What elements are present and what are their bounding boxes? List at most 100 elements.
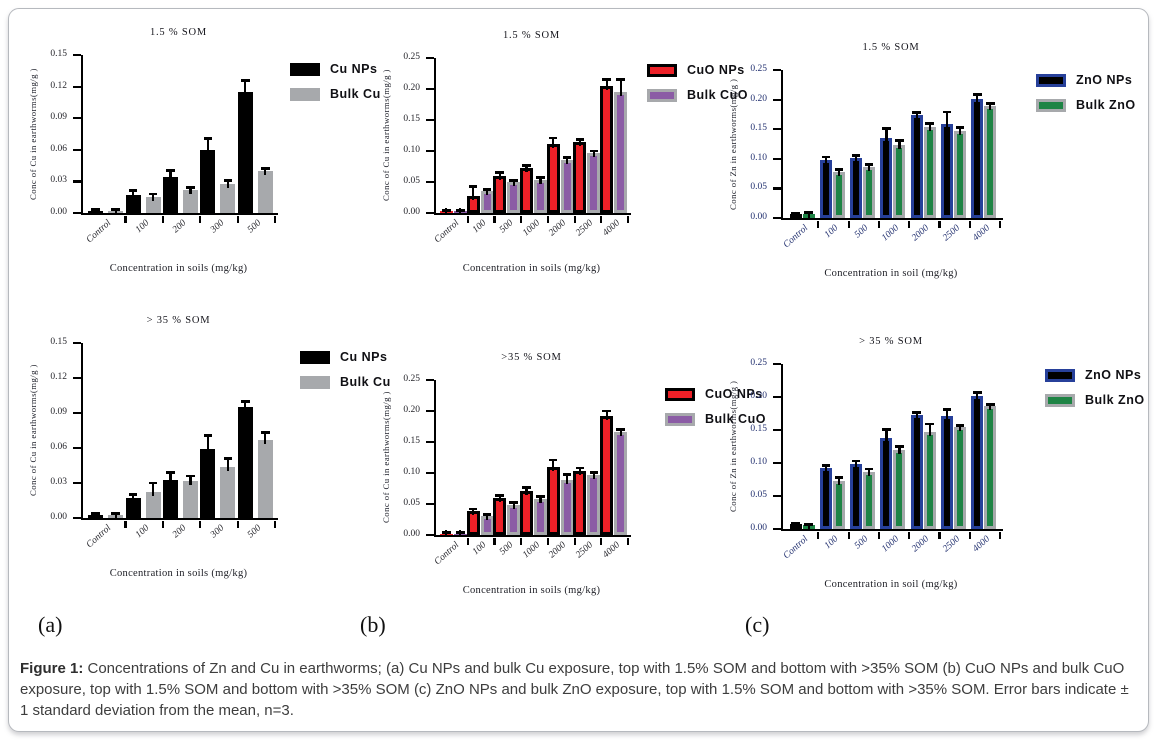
- legend-swatch: [665, 387, 695, 401]
- x-tick-mark: [520, 216, 523, 223]
- x-tick-label: 2000: [547, 540, 569, 561]
- bar-group: [573, 380, 601, 535]
- bar-group: [878, 364, 908, 529]
- legend-label: Bulk ZnO: [1076, 98, 1136, 112]
- x-tick-mark: [908, 532, 911, 539]
- chart-panel-b-top: 1.5 % SOM Conc of Cu in earthworms(mg/g )…: [378, 30, 809, 293]
- chart-title: 1.5 % SOM: [502, 30, 561, 41]
- x-tick-mark: [573, 216, 576, 223]
- error-bar-stem: [837, 477, 840, 485]
- error-bar-cap: [895, 139, 904, 142]
- bar: [533, 179, 547, 213]
- error-bar-cap: [260, 431, 270, 435]
- error-bar-stem: [958, 425, 962, 432]
- y-tick-mark: [426, 88, 434, 91]
- bar: [257, 439, 273, 518]
- error-bar-stem: [94, 512, 97, 518]
- error-bar-stem: [539, 496, 542, 504]
- y-tick-label: 0.05: [403, 176, 420, 186]
- error-bar-stem: [525, 487, 528, 495]
- x-tick-label: 500: [853, 223, 871, 241]
- y-tick-mark: [426, 119, 434, 122]
- x-tick-mark: [600, 538, 603, 545]
- error-bar-cap: [166, 471, 175, 474]
- bar-group: [908, 364, 938, 529]
- error-bar-cap: [522, 486, 531, 490]
- bar: [941, 124, 954, 218]
- error-bar-stem: [512, 180, 515, 186]
- chart-panel-c-top: 1.5 % SOM Conc of Zn in earthworms(mg/g )…: [725, 42, 1157, 298]
- error-bar-cap: [589, 149, 599, 153]
- legend: Cu NPs Bulk Cu: [290, 62, 381, 112]
- bar-group: [546, 58, 574, 213]
- error-bar-cap: [955, 423, 965, 427]
- y-tick-mark: [773, 217, 781, 220]
- y-tick-label: 0.03: [50, 175, 67, 186]
- x-tick-label: Control: [85, 523, 114, 551]
- legend-item: CuO NPs: [665, 387, 766, 401]
- bar: [954, 130, 967, 218]
- error-bar-cap: [834, 476, 844, 479]
- x-tick-label: 2500: [574, 218, 595, 239]
- error-bar-stem: [151, 483, 155, 497]
- y-tick-label: 0.12: [50, 80, 67, 91]
- error-bar-cap: [864, 467, 874, 471]
- bar: [237, 91, 253, 213]
- bar-group: [439, 380, 467, 535]
- y-tick-mark: [773, 157, 781, 160]
- x-tick-label: 100: [133, 218, 152, 236]
- x-tick-label: 500: [246, 523, 264, 541]
- error-bar-cap: [495, 171, 505, 175]
- error-bar-cap: [468, 184, 478, 188]
- y-tick-mark: [73, 482, 81, 485]
- y-tick-label: 0.00: [750, 212, 767, 222]
- bar: [493, 175, 507, 213]
- y-tick-mark: [773, 363, 781, 366]
- x-tick-label: Control: [432, 218, 462, 246]
- bar: [923, 431, 936, 529]
- y-tick-label: 0.25: [750, 358, 767, 368]
- legend-label: Bulk ZnO: [1085, 393, 1145, 407]
- legend-item: ZnO NPs: [1045, 368, 1145, 382]
- x-tick-mark: [817, 532, 820, 539]
- error-bar-cap: [986, 101, 995, 105]
- x-tick-label: 500: [246, 218, 264, 236]
- error-bar-cap: [912, 111, 922, 115]
- error-bar-cap: [791, 522, 800, 526]
- y-tick-label: 0.25: [403, 374, 420, 384]
- legend-label: CuO NPs: [687, 63, 745, 77]
- error-bar-stem: [807, 524, 810, 529]
- bar-group: [878, 70, 908, 218]
- error-bar-cap: [260, 167, 270, 171]
- bar: [125, 498, 141, 518]
- bar: [850, 464, 863, 529]
- error-bar-stem: [976, 392, 979, 401]
- x-tick-label: Control: [432, 540, 462, 568]
- legend: ZnO NPs Bulk ZnO: [1045, 368, 1145, 418]
- legend-item: CuO NPs: [647, 63, 748, 77]
- x-tick-mark: [908, 221, 911, 228]
- x-tick-label: Control: [85, 218, 114, 246]
- x-tick-mark: [199, 521, 202, 528]
- bar: [600, 415, 614, 535]
- y-tick-label: 0.05: [403, 498, 420, 508]
- y-tick-mark: [73, 342, 81, 345]
- legend-swatch: [665, 412, 695, 426]
- error-bar-stem: [592, 472, 595, 479]
- x-tick-label: 2500: [940, 223, 962, 244]
- x-tick-mark: [847, 221, 850, 228]
- bar-group: [600, 380, 628, 535]
- y-tick-mark: [773, 128, 781, 131]
- y-tick-mark: [773, 462, 781, 465]
- error-bar-cap: [895, 445, 904, 448]
- y-tick-label: 0.15: [50, 337, 67, 347]
- bar-group: [87, 343, 124, 518]
- chart-panel-a-bottom: > 35 % SOM Conc of Cu in earthworms(mg/g …: [25, 315, 456, 598]
- error-bar-stem: [855, 155, 858, 162]
- bar-group: [787, 70, 817, 218]
- x-tick-mark: [999, 532, 1002, 539]
- error-bar-cap: [942, 408, 952, 411]
- y-tick-mark: [73, 85, 81, 88]
- bar: [910, 115, 923, 218]
- error-bar-cap: [111, 208, 120, 212]
